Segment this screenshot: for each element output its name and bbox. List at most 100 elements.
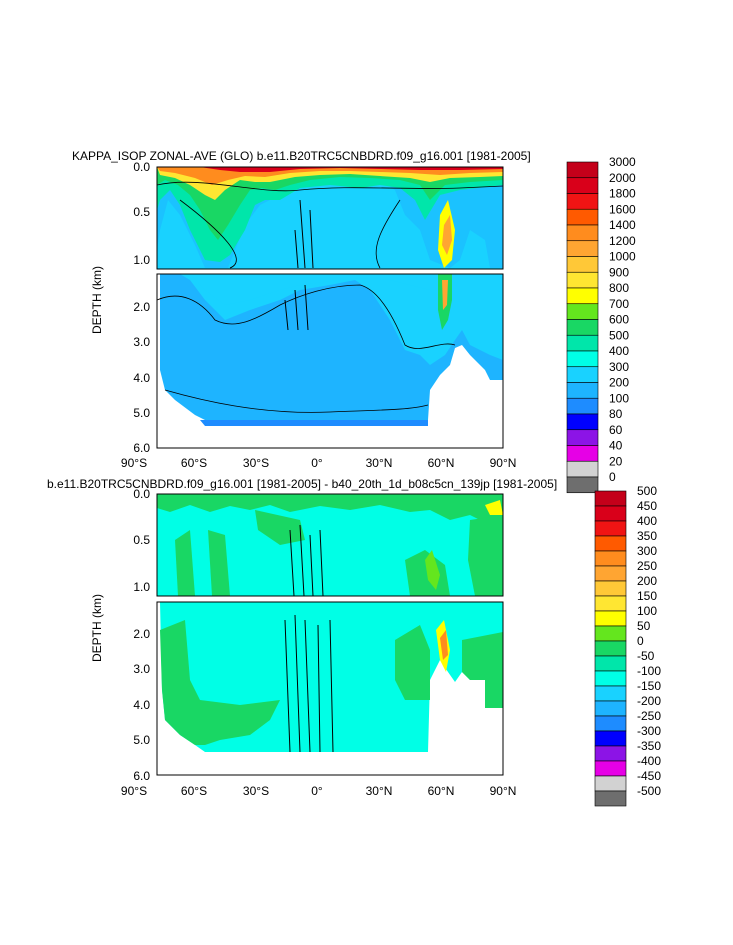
colorbar-label: 350 xyxy=(637,529,657,543)
panel-2-y-tick-label: 1.0 xyxy=(133,580,150,594)
panel-1-y-axis-label: DEPTH (km) xyxy=(90,266,104,334)
panel-1-y-tick-label: 6.0 xyxy=(133,441,150,455)
colorbar-label: -450 xyxy=(637,769,661,783)
panel-2-x-tick-label: 90°S xyxy=(121,784,147,798)
colorbar-swatch xyxy=(594,595,627,612)
colorbar-label: -250 xyxy=(637,709,661,723)
panel-1-x-tick-label: 30°S xyxy=(243,456,269,470)
colorbar-swatch xyxy=(594,625,627,642)
panel-1-x-tick-label: 30°N xyxy=(366,456,393,470)
colorbar-swatch xyxy=(566,445,599,462)
colorbar-label: 40 xyxy=(609,439,623,453)
panel-1-y-axis: 0.0 0.5 1.0 2.0 3.0 4.0 5.0 6.0 DEPTH (k… xyxy=(90,160,150,455)
colorbar-label: -100 xyxy=(637,664,661,678)
colorbar-label: -200 xyxy=(637,694,661,708)
panel-1-y-tick-label: 0.5 xyxy=(133,205,150,219)
colorbar-label: 100 xyxy=(637,604,657,618)
colorbar-label: 150 xyxy=(637,589,657,603)
panel-2-x-tick-label: 30°S xyxy=(243,784,269,798)
panel-2-x-tick-label: 60°S xyxy=(181,784,207,798)
colorbar-swatch xyxy=(594,790,627,807)
colorbar-swatch xyxy=(566,460,599,478)
panel-2-y-tick-label: 0.5 xyxy=(133,533,150,547)
colorbar-swatch xyxy=(566,382,599,399)
colorbar-label: -350 xyxy=(637,739,661,753)
colorbar-swatch xyxy=(566,413,599,431)
colorbar-label: -150 xyxy=(637,679,661,693)
colorbar-swatch xyxy=(594,670,627,687)
panel-1-y-tick-label: 1.0 xyxy=(133,253,150,267)
colorbar-swatch xyxy=(594,655,627,672)
colorbar-swatch xyxy=(594,775,627,792)
panel-2-x-tick-label: 90°N xyxy=(490,784,517,798)
colorbar-swatch xyxy=(566,224,599,242)
colorbar-label: 300 xyxy=(637,544,657,558)
colorbar-swatch xyxy=(594,745,627,762)
colorbar-label: 2000 xyxy=(609,171,636,185)
colorbar-label: 3000 xyxy=(609,155,636,169)
panel-2-y-tick-label: 4.0 xyxy=(133,698,150,712)
colorbar-label: 1200 xyxy=(609,234,636,248)
panel-2-colorbar: 500450400350300250200150100500-50-100-15… xyxy=(594,484,661,807)
colorbar-swatch xyxy=(566,429,599,446)
panel-2-upper-field xyxy=(156,493,504,597)
colorbar-swatch xyxy=(594,700,627,717)
colorbar-label: 1800 xyxy=(609,187,636,201)
colorbar-label: 250 xyxy=(637,559,657,573)
colorbar-label: 450 xyxy=(637,499,657,513)
colorbar-swatch xyxy=(594,715,627,732)
panel-2-y-axis-label: DEPTH (km) xyxy=(90,594,104,662)
colorbar-label: 200 xyxy=(637,574,657,588)
panel-2-x-tick-label: 60°N xyxy=(428,784,455,798)
colorbar-swatch xyxy=(566,319,599,336)
colorbar-label: 700 xyxy=(609,297,629,311)
panel-2-y-tick-label: 2.0 xyxy=(133,627,150,641)
panel-2-y-tick-label: 0.0 xyxy=(133,487,150,501)
panel-1-y-tick-label: 5.0 xyxy=(133,406,150,420)
colorbar-swatch xyxy=(594,490,627,507)
colorbar-swatch xyxy=(594,760,627,777)
colorbar-swatch xyxy=(594,685,627,702)
panel-2-y-axis: 0.0 0.5 1.0 2.0 3.0 4.0 5.0 6.0 DEPTH (k… xyxy=(90,487,150,783)
colorbar-label: 60 xyxy=(609,423,623,437)
colorbar-swatch xyxy=(566,240,599,257)
panel-1-y-tick-label: 3.0 xyxy=(133,335,150,349)
colorbar-swatch xyxy=(594,550,627,567)
panel-2-x-axis: 90°S 60°S 30°S 0° 30°N 60°N 90°N xyxy=(121,784,516,798)
colorbar-swatch xyxy=(566,476,599,494)
colorbar-label: 500 xyxy=(609,328,629,342)
colorbar-swatch xyxy=(594,640,627,657)
panel-2: b.e11.B20TRC5CNBDRD.f09_g16.001 [1981-20… xyxy=(47,477,661,807)
colorbar-swatch xyxy=(566,208,599,226)
colorbar-label: 400 xyxy=(637,514,657,528)
colorbar-swatch xyxy=(594,520,627,537)
colorbar-swatch xyxy=(566,256,599,273)
colorbar-label: 900 xyxy=(609,265,629,279)
colorbar-label: 1000 xyxy=(609,250,636,264)
colorbar-swatch xyxy=(566,303,599,320)
colorbar-swatch xyxy=(566,397,599,415)
panel-2-lower-field xyxy=(156,601,504,776)
colorbar-label: -300 xyxy=(637,724,661,738)
colorbar-label: 500 xyxy=(637,484,657,498)
panel-1-x-tick-label: 60°N xyxy=(428,456,455,470)
panel-1-lower-field xyxy=(156,273,504,449)
panel-2-x-tick-label: 30°N xyxy=(366,784,393,798)
colorbar-label: 600 xyxy=(609,313,629,327)
colorbar-label: -400 xyxy=(637,754,661,768)
colorbar-label: 300 xyxy=(609,360,629,374)
colorbar-label: 200 xyxy=(609,376,629,390)
panel-1-x-tick-label: 90°S xyxy=(121,456,147,470)
colorbar-swatch xyxy=(566,193,599,210)
colorbar-label: 800 xyxy=(609,281,629,295)
panel-2-y-tick-label: 6.0 xyxy=(133,769,150,783)
colorbar-swatch xyxy=(566,271,599,289)
colorbar-label: 1600 xyxy=(609,202,636,216)
colorbar-swatch xyxy=(594,580,627,597)
colorbar-swatch xyxy=(566,161,599,179)
panel-2-title: b.e11.B20TRC5CNBDRD.f09_g16.001 [1981-20… xyxy=(47,477,557,491)
colorbar-swatch xyxy=(594,505,627,522)
panel-1-y-tick-label: 0.0 xyxy=(133,160,150,174)
colorbar-swatch xyxy=(566,287,599,305)
